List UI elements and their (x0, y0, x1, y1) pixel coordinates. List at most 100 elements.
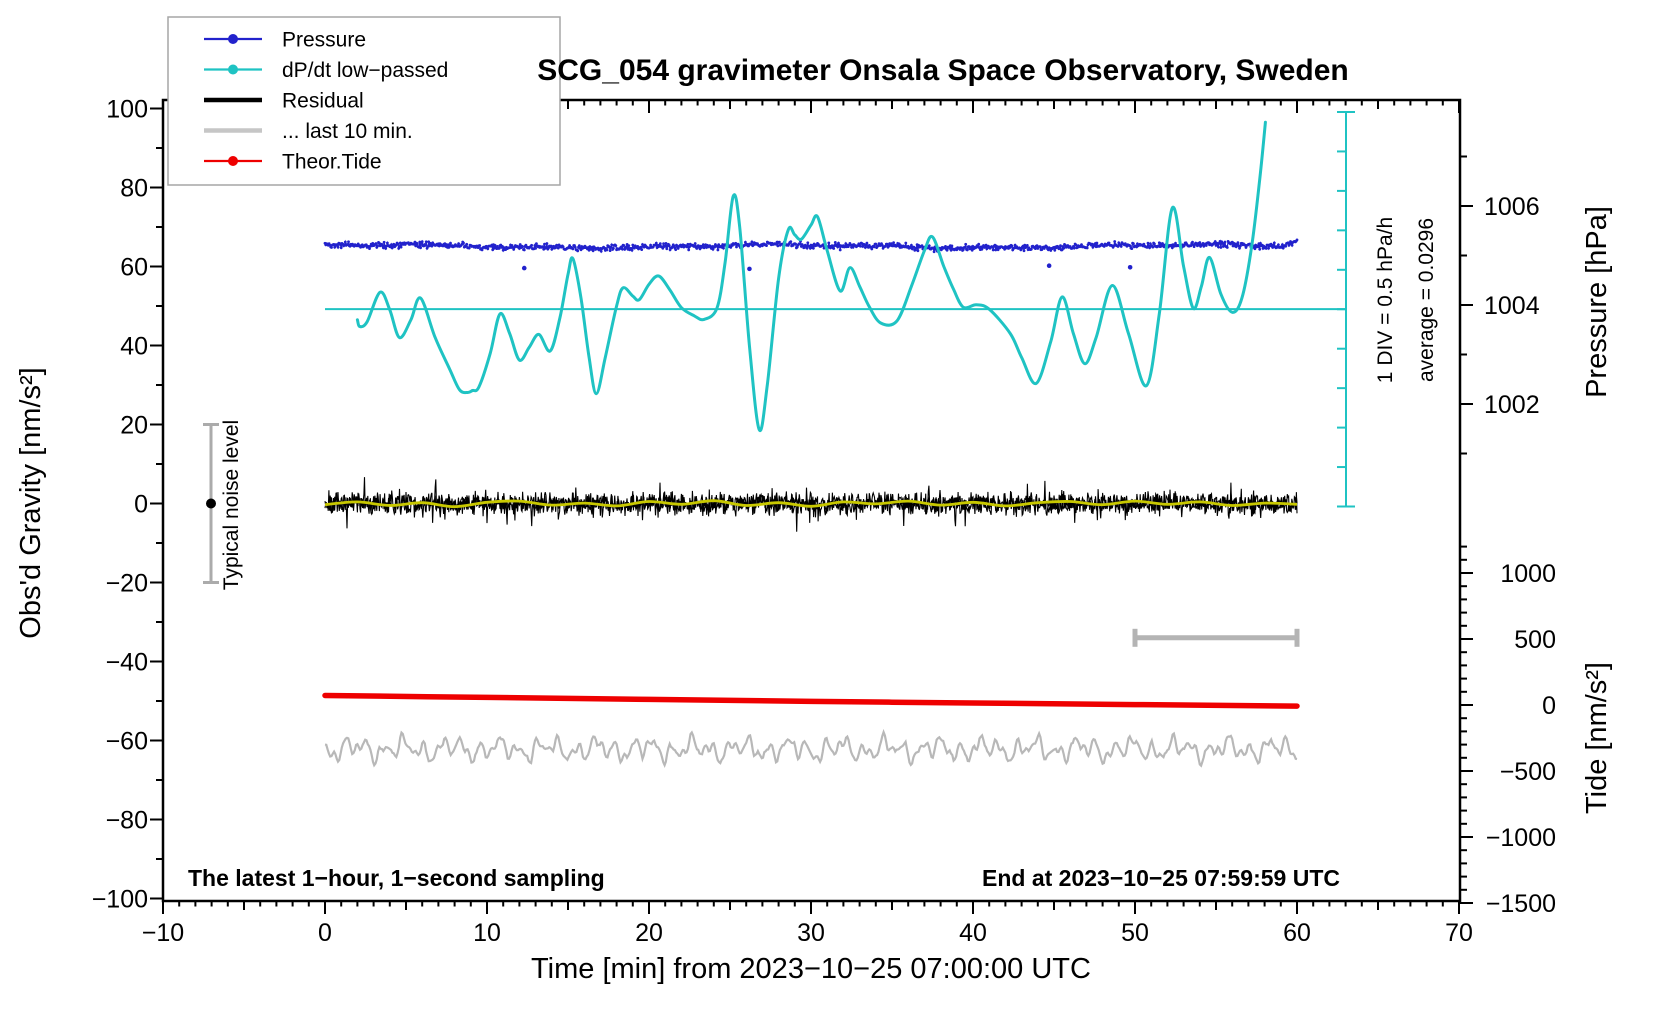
pressure-dot (336, 245, 340, 249)
pressure-dot (399, 245, 403, 249)
pressure-dot (1053, 248, 1057, 252)
pressure-dot (889, 242, 893, 246)
pressure-dot (1040, 248, 1044, 252)
pressure-dot (836, 245, 840, 249)
pressure-dot (541, 245, 545, 249)
pressure-dot (374, 242, 378, 245)
x-tick-label: 60 (1283, 919, 1311, 947)
y-tick-label: −100 (92, 886, 148, 914)
x-tick-label: 0 (318, 919, 332, 947)
pressure-dot (1223, 240, 1227, 244)
pressure-dot (343, 240, 347, 244)
pressure-dot (1059, 244, 1062, 248)
legend-sample-dot-4 (228, 156, 238, 166)
tide-tick-label: 500 (1514, 626, 1556, 654)
pressure-dot (486, 247, 490, 251)
pressure-dot (1217, 245, 1220, 249)
pressure-dot (571, 247, 575, 251)
pressure-dot (961, 248, 965, 252)
pressure-dot (568, 244, 571, 247)
noise-bar-center-dot (206, 498, 216, 509)
pressure-dot (980, 247, 984, 251)
legend: Pressure dP/dt low−passed Residual ... last… (167, 16, 561, 186)
pressure-dot (1238, 246, 1241, 250)
pressure-dot (1219, 246, 1223, 249)
pressure-dot (630, 248, 634, 252)
pressure-dot (1272, 243, 1275, 247)
pressure-dot (1080, 243, 1083, 247)
pressure-outlier-dot (521, 265, 527, 271)
pressure-dot (371, 242, 375, 245)
pressure-dot (874, 242, 878, 246)
residual-last10-trace (324, 728, 1298, 768)
pressure-dot (832, 247, 836, 250)
pressure-dot (1151, 245, 1155, 249)
pressure-dot (801, 244, 805, 248)
pressure-dot (1146, 241, 1150, 245)
pressure-dot (674, 248, 678, 252)
pressure-dot (608, 249, 612, 253)
pressure-dot (497, 247, 501, 250)
pressure-dot (1174, 241, 1177, 245)
pressure-dot (465, 242, 469, 246)
pressure-dot (620, 247, 624, 251)
pressure-dot (386, 241, 389, 245)
pressure-dot (789, 240, 793, 244)
pressure-dot (717, 243, 721, 247)
pressure-dot (914, 246, 918, 250)
pressure-dot (1198, 241, 1202, 244)
legend-item-label: ... last 10 min. (282, 120, 413, 143)
pressure-dot (967, 245, 971, 248)
pressure-dot (695, 247, 699, 250)
y-axis-tide-title: Tide [nm/s²] (1581, 662, 1613, 814)
pressure-dot (339, 246, 343, 250)
noise-level-label: Typical noise level (220, 420, 243, 590)
x-tick-label: 10 (473, 919, 501, 947)
pressure-dot (885, 242, 889, 246)
pressure-dot (1130, 247, 1134, 251)
x-axis-title: Time [min] from 2023−10−25 07:00:00 UTC (531, 953, 1091, 985)
pressure-dot (863, 246, 867, 249)
legend-item-label: Theor.Tide (282, 151, 382, 174)
pressure-dot (384, 247, 388, 250)
sampling-note: The latest 1−hour, 1−second sampling (188, 865, 605, 891)
y-tick-label: −20 (106, 570, 148, 598)
pressure-dot (1062, 246, 1066, 250)
pressure-dot (577, 244, 581, 248)
pressure-dot (1256, 245, 1260, 249)
pressure-dot (639, 245, 643, 249)
pressure-dot (1113, 240, 1117, 243)
div-scale-note: 1 DIV = 0.5 hPa/h (1374, 217, 1397, 383)
pressure-dot (588, 245, 592, 248)
pressure-dot (1034, 247, 1037, 251)
pressure-dot (729, 246, 733, 249)
tide-tick-label: −1500 (1486, 890, 1556, 918)
x-tick-label: 20 (635, 919, 663, 947)
pressure-dot (467, 246, 471, 250)
legend-item-label: dP/dt low−passed (282, 59, 448, 82)
pressure-dot (693, 242, 697, 245)
plot-frame-and-ticks: −10 0 10 20 30 40 50 60 70−100−80−60−40−20020406… (92, 96, 1556, 948)
pressure-dot (599, 249, 603, 253)
x-tick-label: 40 (959, 919, 987, 947)
data-series (322, 120, 1346, 768)
tide-tick-label: 0 (1542, 692, 1556, 720)
tide-line (322, 692, 1300, 709)
pressure-dot (1029, 247, 1033, 251)
pressure-dot (1204, 244, 1208, 247)
pressure-tick-label: 1004 (1484, 292, 1540, 320)
pressure-dot (1238, 244, 1242, 248)
pressure-dot (812, 246, 815, 250)
pressure-dot (1192, 245, 1196, 249)
y-tick-label: 60 (120, 254, 148, 282)
pressure-dot (1183, 244, 1186, 247)
pressure-dot (1225, 246, 1229, 249)
pressure-dot (932, 250, 936, 254)
pressure-dot (612, 247, 615, 250)
pressure-dot (591, 249, 595, 253)
pressure-dot (1271, 246, 1275, 249)
pressure-dot (985, 247, 989, 251)
pressure-dot (663, 244, 667, 248)
